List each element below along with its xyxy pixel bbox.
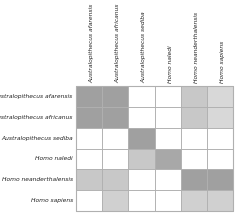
Text: Australopithecus africanus: Australopithecus africanus xyxy=(115,4,120,83)
Text: Australopithecus afarensis: Australopithecus afarensis xyxy=(0,94,73,99)
Bar xyxy=(181,149,207,169)
Bar xyxy=(181,190,207,211)
Text: Australopithecus sediba: Australopithecus sediba xyxy=(1,136,73,141)
Bar xyxy=(207,169,233,190)
Bar xyxy=(181,169,207,190)
Bar xyxy=(128,107,155,128)
Bar xyxy=(128,190,155,211)
Bar xyxy=(207,190,233,211)
Bar xyxy=(102,107,128,128)
Bar xyxy=(128,149,155,169)
Bar xyxy=(181,128,207,149)
Bar xyxy=(102,169,128,190)
Text: Homo sapiens: Homo sapiens xyxy=(31,198,73,203)
Bar xyxy=(76,128,102,149)
Text: Homo neanderthalensis: Homo neanderthalensis xyxy=(194,12,199,83)
Bar xyxy=(207,107,233,128)
Bar xyxy=(76,190,102,211)
Bar xyxy=(181,107,207,128)
Text: Australopithecus sediba: Australopithecus sediba xyxy=(141,11,146,83)
Text: Australopithecus afarensis: Australopithecus afarensis xyxy=(89,4,94,83)
Bar xyxy=(155,86,181,107)
Bar xyxy=(76,86,233,211)
Bar xyxy=(128,128,155,149)
Bar xyxy=(102,149,128,169)
Text: Homo naledi: Homo naledi xyxy=(168,45,173,83)
Bar xyxy=(181,86,207,107)
Bar xyxy=(155,128,181,149)
Bar xyxy=(207,128,233,149)
Bar xyxy=(102,86,128,107)
Bar xyxy=(76,169,102,190)
Text: Homo sapiens: Homo sapiens xyxy=(220,41,225,83)
Bar xyxy=(155,149,181,169)
Bar xyxy=(128,169,155,190)
Bar xyxy=(76,149,102,169)
Bar xyxy=(155,169,181,190)
Bar xyxy=(155,107,181,128)
Bar xyxy=(207,149,233,169)
Bar xyxy=(76,86,102,107)
Text: Homo naledi: Homo naledi xyxy=(35,156,73,161)
Text: Homo neanderthalensis: Homo neanderthalensis xyxy=(2,177,73,182)
Bar xyxy=(155,190,181,211)
Bar xyxy=(102,128,128,149)
Bar xyxy=(76,107,102,128)
Bar xyxy=(102,190,128,211)
Text: Australopithecus africanus: Australopithecus africanus xyxy=(0,115,73,120)
Bar xyxy=(128,86,155,107)
Bar xyxy=(207,86,233,107)
